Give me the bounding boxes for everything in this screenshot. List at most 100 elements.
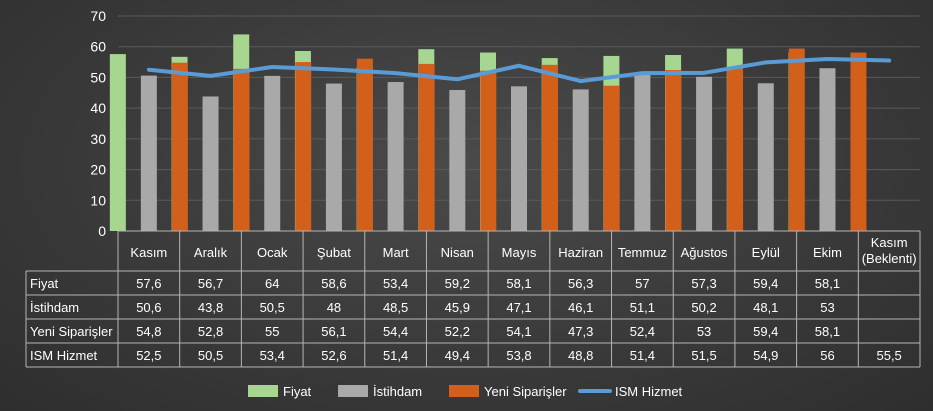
table-cell: 59,2 (445, 276, 470, 291)
table-cell: 53,4 (383, 276, 408, 291)
legend: Fiyat İstihdam Yeni Siparişler ISM Hizmet (248, 384, 683, 399)
x-category-label: Şubat (317, 245, 351, 260)
line-series (146, 57, 892, 84)
legend-swatch (248, 385, 278, 397)
legend-label: Fiyat (283, 384, 312, 399)
bar-yeni-siparişler (850, 52, 867, 231)
bar-i̇stihdam (819, 68, 836, 231)
y-axis: 0 10 20 30 40 50 60 70 (90, 8, 106, 239)
table-cell: 51,1 (630, 300, 655, 315)
bar-yeni-siparişler (356, 58, 373, 231)
bar-yeni-siparişler (603, 85, 620, 231)
table-cell: 52,5 (136, 348, 161, 363)
x-category-label: Mayıs (502, 245, 537, 260)
table-cell: 50,5 (198, 348, 223, 363)
bar-yeni-siparişler (665, 70, 682, 231)
table-cell: 47,3 (568, 324, 593, 339)
x-category-label: Kasım (871, 235, 908, 250)
table-cell: 47,1 (506, 300, 531, 315)
table-cell: 55 (265, 324, 279, 339)
table-series-name: ISM Hizmet (30, 348, 98, 363)
table-cell: 52,4 (630, 324, 655, 339)
bar-i̇stihdam (202, 96, 219, 231)
table-cell: 50,5 (260, 300, 285, 315)
table-cell: 56,7 (198, 276, 223, 291)
table-cell: 53 (697, 324, 711, 339)
table-cell: 57,6 (136, 276, 161, 291)
bars (109, 34, 867, 232)
table-cell: 53,8 (506, 348, 531, 363)
bar-yeni-siparişler (418, 63, 435, 231)
table-cell: 51,5 (691, 348, 716, 363)
bar-yeni-siparişler (171, 62, 188, 231)
table-cell: 51,4 (630, 348, 655, 363)
table-cell: 48,8 (568, 348, 593, 363)
bar-i̇stihdam (572, 89, 589, 232)
line-ism-hizmet (146, 57, 892, 84)
x-category-label: (Beklenti) (862, 251, 917, 266)
table-cell: 52,6 (321, 348, 346, 363)
table-cell: 56 (820, 348, 834, 363)
y-tick-label: 60 (90, 39, 106, 55)
x-category-label: Haziran (558, 245, 603, 260)
table-series-name: İstihdam (30, 300, 79, 315)
x-category-label: Ağustos (681, 245, 728, 260)
x-category-label: Mart (383, 245, 409, 260)
table-cell: 58,1 (506, 276, 531, 291)
table-cell: 48,5 (383, 300, 408, 315)
table-cell: 49,4 (445, 348, 470, 363)
table-cell: 48 (327, 300, 341, 315)
table-cell: 53,4 (260, 348, 285, 363)
bar-yeni-siparişler (788, 48, 805, 231)
table-series-name: Fiyat (30, 276, 59, 291)
x-category-label: Ekim (813, 245, 842, 260)
table-cell: 48,1 (753, 300, 778, 315)
y-tick-label: 0 (98, 223, 106, 239)
legend-swatch (449, 385, 479, 397)
x-category-label: Nisan (441, 245, 474, 260)
bar-yeni-siparişler (542, 64, 558, 231)
table-cell: 58,1 (815, 324, 840, 339)
y-tick-label: 70 (90, 8, 106, 24)
table-cell: 53 (820, 300, 834, 315)
y-tick-label: 10 (90, 192, 106, 208)
table-cell: 56,1 (321, 324, 346, 339)
bar-i̇stihdam (325, 83, 342, 231)
table-series-name: Yeni Siparişler (30, 324, 113, 339)
bar-i̇stihdam (449, 90, 466, 232)
table-cell: 50,6 (136, 300, 161, 315)
table-cell: 58,6 (321, 276, 346, 291)
bar-yeni-siparişler (233, 68, 250, 231)
x-category-label: Aralık (194, 245, 228, 260)
table-cell: 52,8 (198, 324, 223, 339)
bar-i̇stihdam (634, 74, 651, 231)
table-cell: 59,4 (753, 276, 778, 291)
x-category-label: Eylül (752, 245, 780, 260)
y-tick-label: 40 (90, 100, 106, 116)
bar-i̇stihdam (757, 83, 774, 231)
bar-i̇stihdam (511, 86, 527, 231)
bar-i̇stihdam (264, 75, 281, 232)
bar-yeni-siparişler (295, 62, 312, 232)
table-cell: 58,1 (815, 276, 840, 291)
table-cell: 50,2 (691, 300, 716, 315)
data-table: Kasım Aralık Ocak Şubat Mart Nisan Mayıs Hazira… (25, 230, 921, 368)
legend-label: ISM Hizmet (615, 384, 683, 399)
bar-i̇stihdam (696, 76, 713, 231)
table-cell: 57 (635, 276, 649, 291)
table-cell: 59,4 (753, 324, 778, 339)
bar-yeni-siparişler (480, 70, 497, 232)
table-cell: 55,5 (876, 348, 901, 363)
y-tick-label: 50 (90, 69, 106, 85)
bar-fiyat (109, 54, 126, 232)
y-tick-label: 20 (90, 162, 106, 178)
y-tick-label: 30 (90, 131, 106, 147)
table-cell: 54,4 (383, 324, 408, 339)
table-cell: 54,8 (136, 324, 161, 339)
table-cell: 52,2 (445, 324, 470, 339)
table-cell: 56,3 (568, 276, 593, 291)
x-category-label: Ocak (257, 245, 288, 260)
table-cell: 43,8 (198, 300, 223, 315)
table-cell: 54,1 (506, 324, 531, 339)
